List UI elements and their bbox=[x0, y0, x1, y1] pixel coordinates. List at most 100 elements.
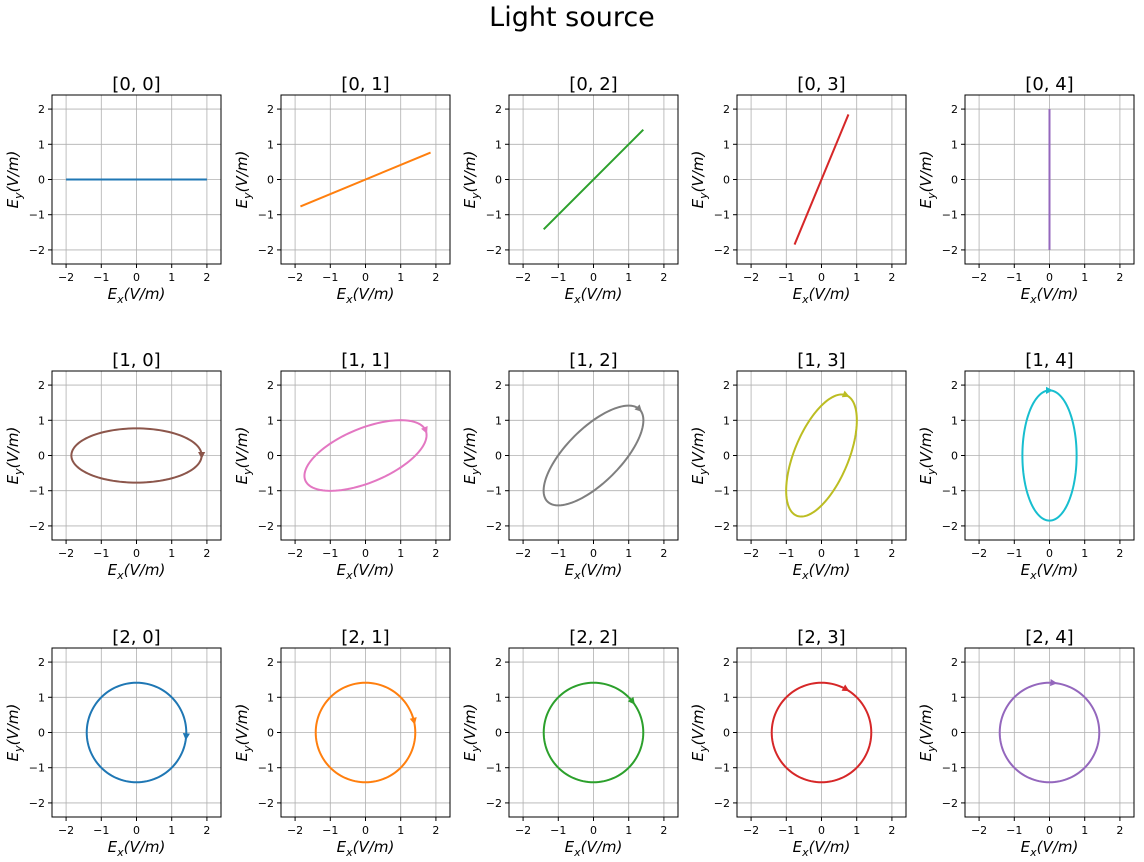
x-tick-label: 1 bbox=[853, 271, 860, 284]
x-tick-label: 2 bbox=[1116, 547, 1123, 560]
x-tick-label: 1 bbox=[168, 824, 175, 837]
x-tick-label: −2 bbox=[743, 547, 759, 560]
subplot-0-4: −2 −2 −1 −1 0 0 1 1 2 2 [0, 4] Ex(V/m) Ey(V/m) bbox=[917, 74, 1135, 306]
y-tick-label: 1 bbox=[495, 691, 502, 704]
y-tick-label: 0 bbox=[38, 174, 45, 187]
y-tick-label: 0 bbox=[38, 450, 45, 463]
subplot-2-1: −2 −2 −1 −1 0 0 1 1 2 2 [2, 1] Ex(V/m) Ey(V/m) bbox=[233, 627, 451, 859]
y-tick-label: 1 bbox=[495, 414, 502, 427]
subplot-0-1: −2 −2 −1 −1 0 0 1 1 2 2 [0, 1] Ex(V/m) Ey(V/m) bbox=[233, 74, 451, 306]
y-axis-label: Ey(V/m) bbox=[233, 427, 254, 485]
x-tick-label: −2 bbox=[58, 824, 74, 837]
y-tick-label: 1 bbox=[495, 138, 502, 151]
x-tick-label: 1 bbox=[397, 271, 404, 284]
x-tick-label: 2 bbox=[660, 271, 667, 284]
subplot-title: [0, 4] bbox=[1025, 74, 1073, 95]
y-tick-label: 0 bbox=[495, 727, 502, 740]
y-tick-label: 0 bbox=[951, 727, 958, 740]
x-tick-label: 1 bbox=[397, 824, 404, 837]
subplot-title: [1, 0] bbox=[112, 350, 160, 371]
x-axis-label: Ex(V/m) bbox=[1021, 838, 1079, 859]
subplot-0-3: −2 −2 −1 −1 0 0 1 1 2 2 [0, 3] Ex(V/m) Ey(V/m) bbox=[689, 74, 907, 306]
x-tick-label: 0 bbox=[590, 271, 597, 284]
direction-arrow bbox=[182, 733, 190, 741]
x-tick-label: −2 bbox=[58, 547, 74, 560]
x-tick-label: 2 bbox=[203, 271, 210, 284]
y-tick-label: −2 bbox=[942, 520, 958, 533]
subplot-title: [2, 1] bbox=[341, 627, 389, 648]
x-tick-label: 2 bbox=[432, 271, 439, 284]
y-tick-label: −2 bbox=[714, 797, 730, 810]
x-tick-label: 1 bbox=[625, 271, 632, 284]
subplot-1-0: −2 −2 −1 −1 0 0 1 1 2 2 [1, 0] Ex(V/m) Ey(V/m) bbox=[4, 350, 222, 582]
y-tick-label: 0 bbox=[495, 174, 502, 187]
x-tick-label: 1 bbox=[168, 547, 175, 560]
subplot-title: [2, 0] bbox=[112, 627, 160, 648]
y-tick-label: −1 bbox=[258, 762, 274, 775]
y-tick-label: −1 bbox=[486, 762, 502, 775]
x-tick-label: −1 bbox=[1006, 824, 1022, 837]
x-tick-label: −2 bbox=[287, 271, 303, 284]
x-tick-label: 0 bbox=[362, 271, 369, 284]
data-series bbox=[300, 151, 431, 208]
y-tick-label: 1 bbox=[951, 138, 958, 151]
y-axis-label: Ey(V/m) bbox=[917, 151, 938, 209]
y-tick-label: −1 bbox=[486, 485, 502, 498]
y-tick-label: 1 bbox=[38, 138, 45, 151]
y-tick-label: 2 bbox=[951, 103, 958, 116]
y-tick-label: 2 bbox=[267, 103, 274, 116]
x-tick-label: −2 bbox=[971, 824, 987, 837]
data-series bbox=[542, 404, 645, 507]
x-tick-label: −1 bbox=[322, 547, 338, 560]
x-tick-label: 0 bbox=[133, 824, 140, 837]
x-tick-label: 2 bbox=[432, 824, 439, 837]
x-tick-label: 0 bbox=[590, 824, 597, 837]
y-axis-label: Ey(V/m) bbox=[689, 427, 710, 485]
x-tick-label: 2 bbox=[1116, 824, 1123, 837]
subplot-1-2: −2 −2 −1 −1 0 0 1 1 2 2 [1, 2] Ex(V/m) Ey(V/m) bbox=[461, 350, 679, 582]
subplot-2-4: −2 −2 −1 −1 0 0 1 1 2 2 [2, 4] Ex(V/m) Ey(V/m) bbox=[917, 627, 1135, 859]
y-tick-label: 2 bbox=[495, 379, 502, 392]
direction-arrow bbox=[198, 452, 206, 459]
y-tick-label: −1 bbox=[942, 485, 958, 498]
data-series bbox=[303, 419, 428, 492]
y-axis-label: Ey(V/m) bbox=[917, 704, 938, 762]
x-tick-label: −1 bbox=[550, 547, 566, 560]
subplot-title: [1, 1] bbox=[341, 350, 389, 371]
data-series bbox=[785, 393, 858, 518]
x-axis-label: Ex(V/m) bbox=[108, 838, 166, 859]
x-tick-label: 0 bbox=[1046, 547, 1053, 560]
subplot-title: [0, 3] bbox=[797, 74, 845, 95]
y-tick-label: −1 bbox=[714, 485, 730, 498]
data-series bbox=[85, 681, 188, 784]
y-tick-label: −2 bbox=[486, 520, 502, 533]
y-tick-label: 0 bbox=[951, 450, 958, 463]
data-series bbox=[314, 681, 417, 784]
subplot-0-0: −2 −2 −1 −1 0 0 1 1 2 2 [0, 0] Ex(V/m) Ey(V/m) bbox=[4, 74, 222, 306]
direction-arrow bbox=[634, 404, 643, 412]
direction-arrow bbox=[841, 684, 850, 692]
y-tick-label: −1 bbox=[29, 762, 45, 775]
x-tick-label: −1 bbox=[778, 271, 794, 284]
subplot-title: [0, 1] bbox=[341, 74, 389, 95]
x-tick-label: 2 bbox=[888, 271, 895, 284]
x-tick-label: 1 bbox=[853, 547, 860, 560]
y-tick-label: 2 bbox=[267, 379, 274, 392]
y-tick-label: 2 bbox=[723, 379, 730, 392]
subplot-2-0: −2 −2 −1 −1 0 0 1 1 2 2 [2, 0] Ex(V/m) Ey(V/m) bbox=[4, 627, 222, 859]
y-tick-label: −2 bbox=[942, 244, 958, 257]
x-tick-label: 0 bbox=[1046, 271, 1053, 284]
x-axis-label: Ex(V/m) bbox=[1021, 285, 1079, 306]
y-axis-label: Ey(V/m) bbox=[689, 151, 710, 209]
y-tick-label: −1 bbox=[486, 209, 502, 222]
y-tick-label: −1 bbox=[258, 209, 274, 222]
y-tick-label: 2 bbox=[38, 379, 45, 392]
y-axis-label: Ey(V/m) bbox=[4, 151, 25, 209]
x-axis-label: Ex(V/m) bbox=[1021, 561, 1079, 582]
y-tick-label: −1 bbox=[258, 485, 274, 498]
y-tick-label: 2 bbox=[267, 656, 274, 669]
x-axis-label: Ex(V/m) bbox=[793, 285, 851, 306]
x-tick-label: 0 bbox=[818, 547, 825, 560]
x-tick-label: 2 bbox=[660, 547, 667, 560]
y-tick-label: −1 bbox=[29, 485, 45, 498]
